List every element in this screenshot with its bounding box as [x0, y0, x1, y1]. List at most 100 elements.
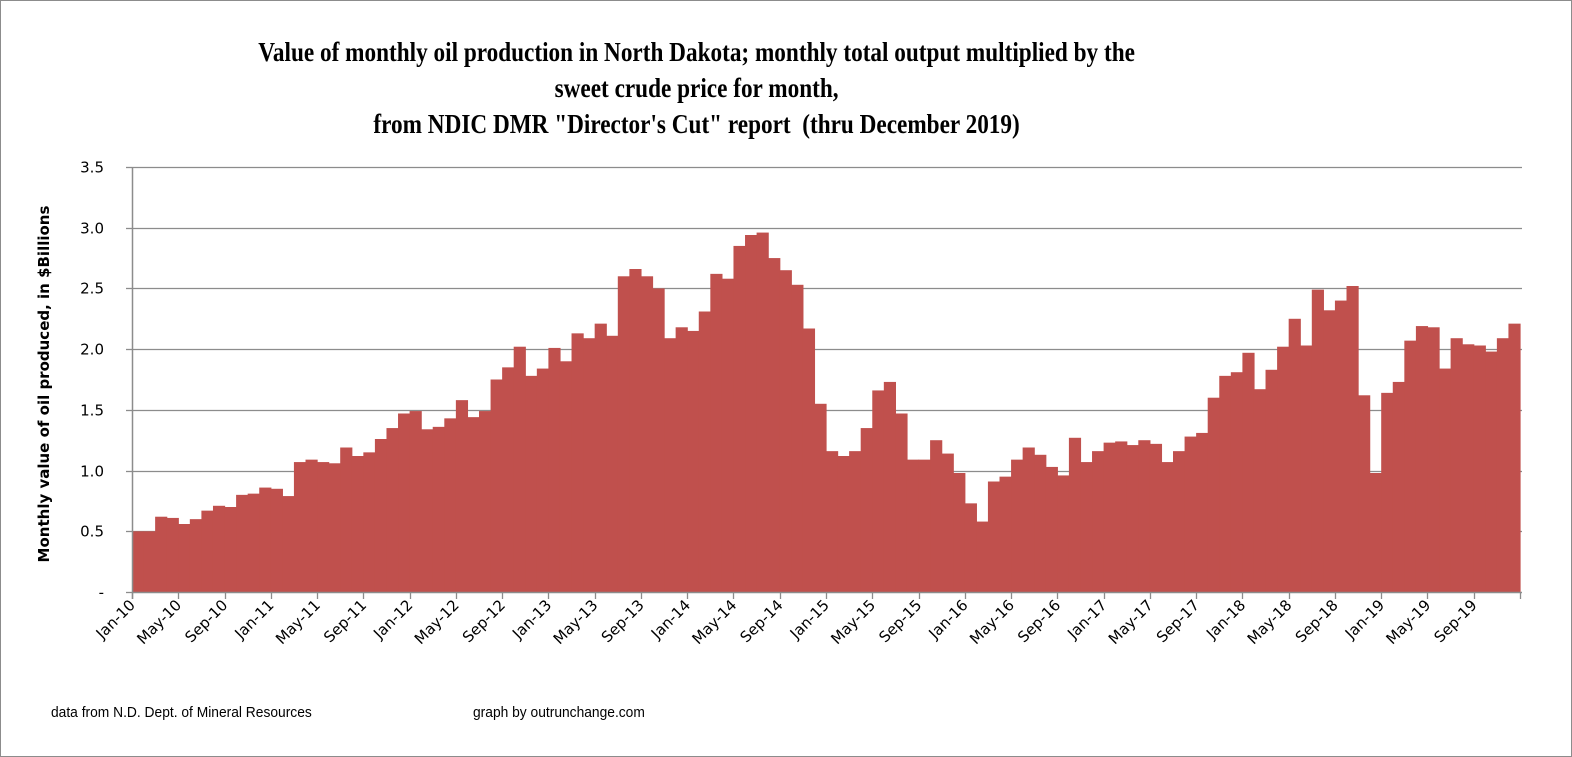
bar [212, 505, 226, 592]
x-tick-label: Jan-13 [508, 596, 555, 643]
bar [432, 426, 445, 592]
y-tick-label: - [99, 584, 104, 602]
x-tick-label: May-12 [411, 596, 463, 648]
bar [872, 390, 885, 592]
bar [571, 333, 584, 592]
bar [1253, 389, 1267, 592]
x-tick-label: Sep-10 [181, 596, 231, 646]
y-tick-label: 3.0 [80, 220, 104, 238]
bar [132, 531, 145, 592]
x-tick-label: Jan-19 [1341, 596, 1388, 643]
bar [502, 367, 515, 592]
bar [756, 232, 769, 592]
bar [536, 368, 549, 592]
x-tick-label: Sep-13 [598, 596, 648, 646]
y-tick-label: 2.0 [80, 341, 104, 359]
bar [1485, 351, 1498, 592]
x-tick-label: May-16 [966, 596, 1018, 648]
bar [710, 273, 723, 592]
x-tick-label: Sep-18 [1292, 596, 1342, 646]
bar [444, 418, 457, 592]
bar [930, 440, 943, 592]
x-tick-label: Jan-18 [1202, 596, 1249, 643]
bar [1496, 338, 1510, 592]
bar [583, 338, 596, 592]
x-tick-label: May-13 [550, 596, 602, 648]
bar [1138, 440, 1151, 592]
bar [1334, 300, 1348, 592]
bar [1450, 338, 1463, 592]
x-tick-label: May-15 [827, 596, 879, 648]
bar [143, 531, 156, 592]
bar [1462, 344, 1475, 592]
bar [976, 521, 989, 592]
bar [1404, 340, 1417, 592]
bar [1288, 318, 1301, 592]
bar [895, 413, 908, 592]
bars [132, 232, 1521, 592]
bar [224, 507, 237, 592]
x-tick-label: May-11 [272, 596, 324, 648]
chart-title-line-1: Value of monthly oil production in North… [258, 37, 1135, 67]
bar [317, 462, 330, 592]
bar [999, 476, 1012, 592]
bar [1068, 437, 1082, 592]
y-tick-label: 3.5 [80, 159, 104, 177]
bar [1381, 392, 1394, 592]
bar [768, 258, 781, 592]
bar [733, 245, 746, 592]
bar [941, 453, 954, 592]
bar [178, 524, 191, 592]
bar [860, 428, 873, 592]
x-tick-label: May-10 [133, 596, 185, 648]
bar [1300, 345, 1313, 592]
bar [398, 413, 411, 592]
bar [1057, 475, 1070, 592]
bar [698, 311, 711, 592]
bar [906, 459, 920, 592]
y-tick-label: 1.5 [80, 402, 104, 420]
x-tick-label: May-19 [1382, 596, 1434, 648]
bar [1092, 451, 1105, 592]
bar [1346, 286, 1359, 592]
bar [293, 462, 307, 592]
bar [247, 493, 260, 592]
bar [467, 417, 480, 592]
bar [270, 488, 283, 592]
x-tick-label: Sep-11 [320, 596, 370, 646]
bar [479, 411, 492, 592]
bar [363, 452, 376, 592]
bar [513, 346, 526, 592]
bar [282, 496, 295, 592]
bar [525, 375, 538, 592]
chart-title: Value of monthly oil production in North… [0, 34, 1393, 142]
bar [953, 473, 966, 592]
bar [791, 284, 804, 592]
y-tick-label: 0.5 [80, 523, 104, 541]
bar [640, 276, 654, 592]
x-tick-label: May-14 [688, 596, 740, 648]
bar [1427, 327, 1440, 592]
x-tick-label: Sep-17 [1153, 596, 1203, 646]
bar [779, 270, 792, 592]
x-tick-label: Jan-11 [231, 596, 278, 643]
x-tick-label: Sep-19 [1431, 596, 1481, 646]
bar [964, 503, 977, 592]
bar [1219, 375, 1232, 592]
bar [421, 429, 434, 592]
bar [1161, 462, 1174, 592]
chart-title-line-3: from NDIC DMR "Director's Cut" report (t… [373, 109, 1020, 139]
x-tick-label: Jan-14 [647, 596, 694, 643]
bar [675, 327, 688, 592]
bar [166, 517, 179, 592]
bar [1230, 372, 1243, 592]
bar [664, 338, 677, 592]
x-tick-label: Sep-12 [459, 596, 509, 646]
bar [1323, 310, 1336, 592]
bar-chart: -0.51.01.52.02.53.03.5 Jan-10May-10Sep-1… [80, 159, 1522, 648]
bar [201, 510, 214, 592]
bar [617, 276, 630, 592]
bar [1045, 466, 1058, 592]
bar [1080, 462, 1093, 592]
